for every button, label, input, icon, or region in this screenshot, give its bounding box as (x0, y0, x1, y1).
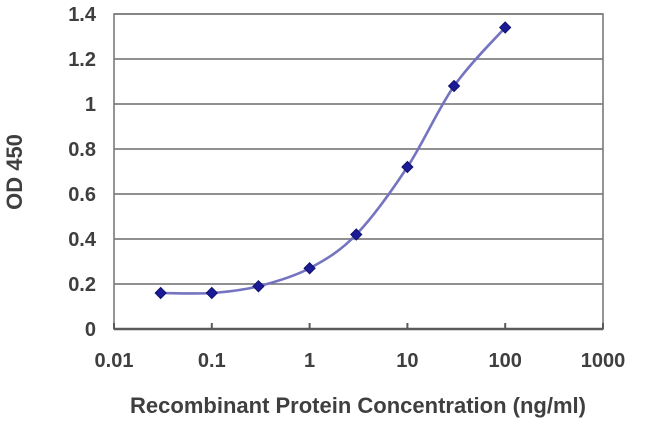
data-point-marker (205, 286, 219, 300)
data-point-marker (350, 228, 363, 241)
y-tick-label: 1 (85, 94, 96, 116)
y-tick-label: 0.8 (68, 139, 96, 161)
series-line (159, 26, 507, 295)
data-point-marker (252, 280, 265, 293)
data-point-marker (447, 79, 461, 93)
y-tick-label: 1.4 (68, 4, 97, 26)
y-tick-label: 1.2 (68, 49, 96, 71)
x-tick-label: 10 (396, 350, 418, 372)
series-layer (154, 21, 512, 300)
grid-layer (113, 13, 604, 331)
data-point-marker (498, 21, 512, 34)
data-point-marker (401, 160, 414, 174)
y-tick-label: 0.6 (68, 184, 96, 206)
y-axis-title: OD 450 (2, 134, 27, 210)
data-point-marker (303, 262, 316, 275)
x-tick-label: 100 (489, 350, 522, 372)
x-tick-label: 1 (304, 350, 315, 372)
x-tick-label: 0.01 (95, 350, 134, 372)
label-layer: 0 0.2 0.4 0.6 0.8 1 1.2 1.4 0.01 0.1 1 10 100 1000 (68, 4, 625, 372)
data-point-marker (154, 286, 167, 300)
y-tick-label: 0.4 (68, 229, 97, 251)
y-tick-label: 0 (85, 319, 96, 341)
plot-border (113, 13, 604, 330)
x-axis-title: Recombinant Protein Concentration (ng/ml… (130, 393, 586, 418)
x-tick-label: 0.1 (198, 350, 226, 372)
y-tick-label: 0.2 (68, 274, 96, 296)
x-tick-label: 1000 (581, 350, 626, 372)
